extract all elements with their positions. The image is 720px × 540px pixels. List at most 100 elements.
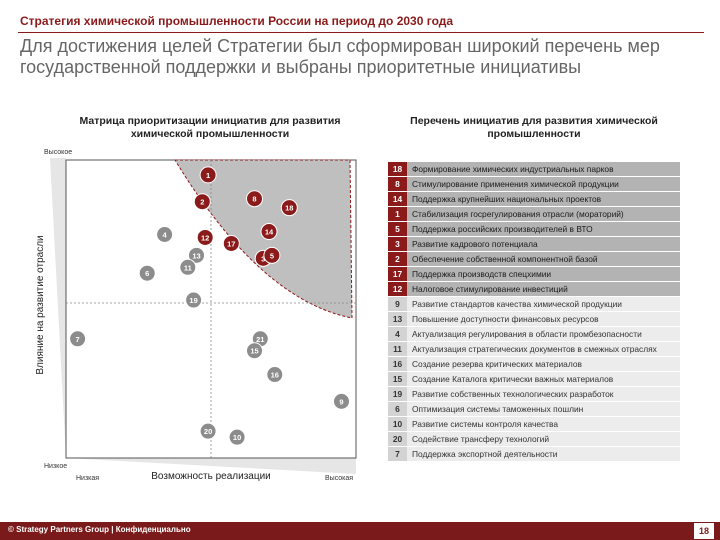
page-title: Для достижения целей Стратегии был сформ… — [20, 36, 660, 77]
x-axis-label: Возможность реализации — [151, 471, 271, 482]
list-item: 3 Развитие кадрового потенциала — [388, 237, 680, 251]
point-marker — [260, 223, 278, 241]
point-label: 18 — [285, 204, 293, 213]
matrix-point-4: 4 — [156, 226, 174, 243]
point-label: 10 — [233, 433, 241, 442]
list-item-number: 2 — [388, 252, 407, 266]
list-item: 11 Актуализация стратегических документов… — [388, 342, 680, 356]
list-item-label: Поддержка крупнейших национальных проект… — [407, 192, 680, 206]
point-label: 20 — [204, 427, 212, 436]
list-item-label: Поддержка российских производителей в ВТ… — [407, 222, 680, 236]
list-item-number: 14 — [388, 192, 407, 206]
matrix-point-9: 9 — [333, 392, 350, 410]
matrix-point-16: 16 — [266, 366, 284, 384]
point-label: 8 — [252, 195, 256, 204]
list-item: 16 Создание резерва критических материало… — [388, 357, 680, 371]
list-item-label: Налоговое стимулирование инвестиций — [407, 282, 680, 296]
list-item-label: Стимулирование применения химической про… — [407, 177, 680, 191]
matrix-point-17: 17 — [222, 234, 240, 252]
list-item-label: Формирование химических индустриальных п… — [407, 162, 680, 176]
list-item: 10 Развитие системы контроля качества — [388, 417, 680, 431]
list-item: 1 Стабилизация госрегулирования отрасли (… — [388, 207, 680, 221]
matrix-point-15: 15 — [246, 342, 263, 360]
point-marker — [179, 258, 197, 276]
point-marker — [333, 392, 350, 410]
initiative-list: 18 Формирование химических индустриальных… — [388, 162, 680, 462]
matrix-point-19: 19 — [185, 291, 203, 309]
list-item-number: 4 — [388, 327, 407, 341]
priority-matrix: Высокое Низкое Низкая Высокая Возможност… — [35, 149, 357, 482]
point-label: 16 — [271, 371, 279, 380]
list-item: 8 Стимулирование применения химической пр… — [388, 177, 680, 191]
point-label: 21 — [256, 335, 264, 344]
list-item: 18 Формирование химических индустриальных… — [388, 162, 680, 176]
list-item-label: Поддержка экспортной деятельности — [407, 447, 680, 461]
point-marker — [69, 330, 87, 348]
list-item-number: 8 — [388, 177, 407, 191]
point-label: 17 — [227, 239, 235, 248]
point-marker — [196, 228, 214, 246]
list-item-label: Создание Каталога критически важных мате… — [407, 372, 680, 386]
list-item: 7 Поддержка экспортной деятельности — [388, 447, 680, 461]
list-item-number: 12 — [388, 282, 407, 296]
point-label: 19 — [189, 296, 197, 305]
y-axis-arrow — [50, 158, 66, 458]
point-label: 15 — [250, 347, 258, 356]
matrix-point-11: 11 — [179, 258, 197, 276]
y-high-label: Высокое — [44, 149, 72, 156]
point-label: 11 — [184, 263, 192, 272]
matrix-point-8: 8 — [246, 190, 263, 208]
list-item-label: Актуализация регулирования в области про… — [407, 327, 680, 341]
list-item: 9 Развитие стандартов качества химической… — [388, 297, 680, 311]
matrix-point-7: 7 — [69, 330, 87, 348]
list-item-label: Поддержка производств спецхимии — [407, 267, 680, 281]
list-item-label: Актуализация стратегических документов в… — [407, 342, 680, 356]
y-axis-label: Влияние на развитие отрасли — [35, 235, 46, 374]
list-item-number: 9 — [388, 297, 407, 311]
footer-bar: © Strategy Partners Group | Конфиденциал… — [0, 522, 720, 540]
point-marker — [266, 366, 284, 384]
list-item: 13 Повышение доступности финансовых ресур… — [388, 312, 680, 326]
matrix-point-20: 20 — [199, 422, 217, 440]
point-marker — [222, 234, 240, 252]
point-label: 1 — [206, 171, 210, 180]
list-item: 20 Содействие трансферу технологий — [388, 432, 680, 446]
point-label: 14 — [265, 228, 274, 237]
list-item-label: Развитие системы контроля качества — [407, 417, 680, 431]
list-item-label: Содействие трансферу технологий — [407, 432, 680, 446]
list-item: 6 Оптимизация системы таможенных пошлин — [388, 402, 680, 416]
list-item-label: Оптимизация системы таможенных пошлин — [407, 402, 680, 416]
matrix-point-12: 12 — [196, 228, 214, 246]
matrix-point-13: 13 — [188, 246, 205, 264]
list-item-number: 7 — [388, 447, 407, 461]
list-item-number: 20 — [388, 432, 407, 446]
list-item-label: Развитие собственных технологических раз… — [407, 387, 680, 401]
point-label: 12 — [201, 233, 209, 242]
page-number: 18 — [694, 523, 714, 539]
list-item: 15 Создание Каталога критически важных ма… — [388, 372, 680, 386]
point-marker — [280, 199, 298, 217]
list-item-label: Стабилизация госрегулирования отрасли (м… — [407, 207, 680, 221]
matrix-point-5: 5 — [263, 246, 281, 264]
list-item-label: Развитие стандартов качества химической … — [407, 297, 680, 311]
y-low-label: Низкое — [44, 463, 67, 470]
point-marker — [263, 246, 281, 264]
list-item-number: 16 — [388, 357, 407, 371]
list-item: 12 Налоговое стимулирование инвестиций — [388, 282, 680, 296]
header-divider — [18, 32, 704, 33]
list-item-number: 6 — [388, 402, 407, 416]
list-item-number: 18 — [388, 162, 407, 176]
x-low-label: Низкая — [76, 475, 99, 482]
x-axis-arrow — [66, 458, 356, 474]
list-item-number: 19 — [388, 387, 407, 401]
point-marker — [138, 264, 156, 282]
matrix-point-18: 18 — [280, 199, 298, 217]
matrix-point-2: 2 — [193, 193, 211, 211]
point-marker — [228, 428, 246, 446]
list-item-number: 1 — [388, 207, 407, 221]
list-item-number: 5 — [388, 222, 407, 236]
point-label: 13 — [192, 251, 200, 260]
point-marker — [246, 342, 263, 360]
point-marker — [156, 226, 174, 243]
point-marker — [246, 190, 263, 208]
